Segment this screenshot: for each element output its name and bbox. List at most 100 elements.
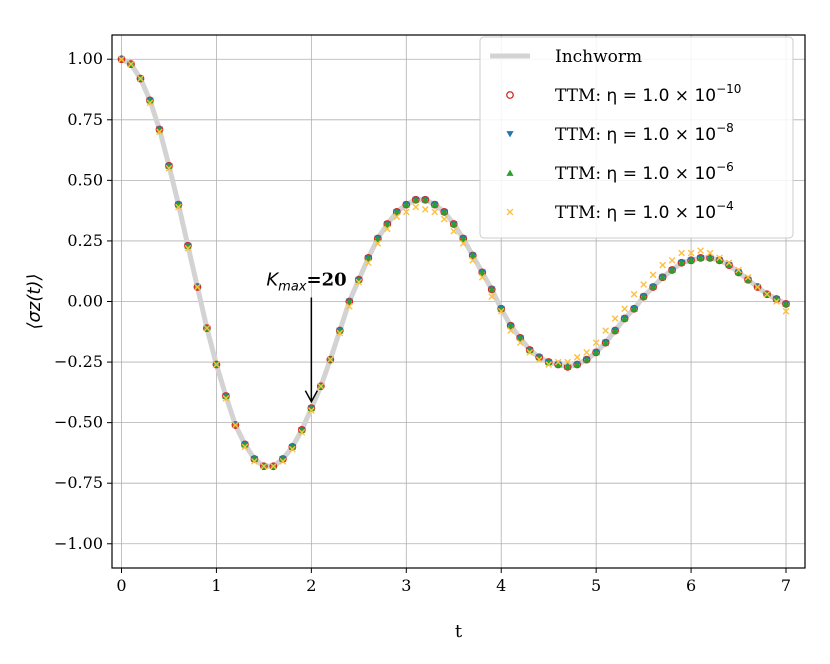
data-point — [307, 407, 315, 414]
data-point — [488, 293, 496, 301]
data-point — [602, 339, 610, 346]
data-point — [754, 283, 761, 291]
data-point — [725, 259, 733, 267]
legend-label: TTM: η = 1.0 × 10−10 — [555, 82, 741, 106]
annotation-symbol: K — [266, 270, 279, 291]
data-point — [744, 276, 752, 283]
data-point — [184, 244, 192, 252]
data-point — [440, 208, 448, 215]
data-point — [421, 206, 429, 213]
data-point — [640, 293, 648, 300]
data-point — [734, 269, 743, 276]
data-point — [554, 358, 562, 366]
legend-marker — [506, 131, 514, 138]
data-point — [668, 256, 676, 264]
data-point — [364, 259, 372, 267]
annotation-value: =20 — [306, 270, 346, 291]
y-tick-label: −0.75 — [54, 473, 103, 492]
data-point — [516, 334, 524, 341]
series-x — [118, 55, 790, 470]
data-point — [478, 273, 486, 281]
data-point — [421, 196, 429, 203]
data-point — [583, 349, 591, 356]
data-point — [573, 353, 581, 361]
data-point — [592, 339, 600, 347]
data-point — [232, 421, 239, 429]
data-point — [583, 356, 591, 363]
data-point — [687, 249, 695, 257]
legend-label: TTM: η = 1.0 × 10−4 — [555, 199, 734, 223]
data-point — [118, 55, 125, 63]
data-point — [459, 235, 467, 242]
data-point — [564, 363, 572, 370]
y-tick-label: 0.50 — [67, 170, 103, 189]
data-point — [279, 458, 287, 465]
x-tick-label: 3 — [401, 576, 411, 595]
y-tick-label: −1.00 — [54, 534, 103, 553]
legend-entry: TTM: η = 1.0 × 10−6 — [506, 160, 734, 184]
data-point — [156, 128, 163, 136]
x-tick-label: 7 — [781, 576, 791, 595]
data-point — [431, 201, 439, 208]
annotation-arrow-head — [304, 390, 319, 404]
legend-marker — [506, 91, 514, 99]
data-point — [213, 361, 220, 368]
data-point — [469, 256, 477, 264]
data-point — [374, 235, 382, 242]
data-point — [241, 443, 249, 451]
legend-label: Inchworm — [555, 47, 642, 67]
data-point — [478, 269, 486, 276]
data-point — [497, 307, 505, 315]
data-point — [621, 315, 629, 322]
data-point — [393, 213, 401, 221]
data-point — [383, 225, 391, 233]
x-tick-label: 4 — [496, 576, 506, 595]
data-point — [773, 298, 780, 305]
data-point — [677, 259, 686, 266]
data-point — [640, 281, 647, 288]
data-point — [573, 361, 581, 368]
data-point — [364, 254, 372, 261]
data-point — [383, 220, 391, 227]
data-point — [507, 327, 515, 334]
x-axis-label: t — [455, 621, 463, 642]
x-tick-label: 6 — [686, 576, 696, 595]
markers — [117, 55, 790, 471]
data-point — [507, 322, 515, 329]
data-point — [687, 256, 695, 264]
data-point — [317, 382, 325, 390]
data-point — [649, 271, 657, 279]
legend-entry: Inchworm — [490, 47, 642, 67]
data-point — [744, 273, 752, 281]
data-point — [165, 164, 173, 172]
data-point — [697, 247, 704, 254]
data-point — [564, 358, 572, 366]
data-point — [630, 290, 638, 298]
data-point — [706, 254, 714, 261]
y-tick-label: −0.25 — [54, 352, 103, 371]
y-tick-label: 0.00 — [67, 292, 103, 311]
data-point — [222, 395, 230, 402]
data-point — [402, 201, 410, 208]
data-point — [469, 252, 477, 259]
data-point — [270, 462, 277, 470]
annotation-text: Kmax=20 — [266, 270, 346, 295]
data-point — [450, 220, 458, 227]
legend-label: TTM: η = 1.0 × 10−8 — [555, 121, 734, 145]
data-point — [260, 462, 268, 470]
data-point — [535, 356, 543, 364]
data-point — [431, 208, 439, 216]
legend-entry: TTM: η = 1.0 × 10−10 — [506, 82, 741, 106]
legend: Inchworm TTM: η = 1.0 × 10−10 TTM: η = 1.0… — [479, 36, 794, 239]
x-tick-label: 5 — [591, 576, 601, 595]
legend-entry: TTM: η = 1.0 × 10−4 — [506, 199, 734, 223]
data-point — [516, 339, 524, 347]
data-point — [696, 254, 705, 261]
data-point — [298, 428, 306, 436]
data-point — [678, 249, 685, 257]
data-point — [659, 261, 666, 269]
annotation-subscript: max — [278, 280, 307, 295]
data-point — [735, 266, 742, 274]
data-point — [450, 227, 458, 235]
